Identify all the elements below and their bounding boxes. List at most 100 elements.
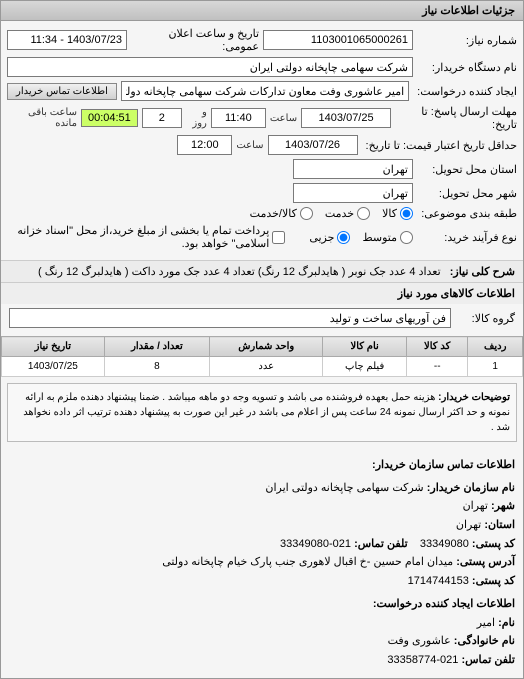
lc-checkbox[interactable]: پرداخت تمام یا بخشی از مبلغ خرید،از محل … (7, 224, 285, 250)
saat-label-1: ساعت (270, 113, 297, 124)
org-label: نام دستگاه خریدار: (417, 61, 517, 74)
creator-input[interactable] (121, 81, 409, 101)
cell-qty: 8 (104, 357, 210, 377)
th-unit: واحد شمارش (210, 337, 323, 357)
contact-org-row: نام سازمان خریدار: شرکت سهامی چاپخانه دو… (9, 479, 515, 498)
cell-date: 1403/07/25 (2, 357, 105, 377)
radio-metoset[interactable]: متوسط (362, 231, 413, 244)
cell-code: -- (407, 357, 468, 377)
th-qty: تعداد / مقدار (104, 337, 210, 357)
contact-org: شرکت سهامی چاپخانه دولتی ایران (265, 482, 423, 494)
radio-metoset-input[interactable] (400, 231, 413, 244)
validity-date-input[interactable] (268, 135, 358, 155)
contact-phone-lbl: تلفن تماس: (354, 538, 408, 550)
countdown-badge: 00:04:51 (81, 109, 138, 127)
items-section-title: اطلاعات کالاهای مورد نیاز (1, 283, 523, 304)
org-input[interactable] (7, 57, 413, 77)
saat-label-2: ساعت (236, 140, 263, 151)
lc-note-label: پرداخت تمام یا بخشی از مبلغ خرید،از محل … (7, 224, 269, 250)
radio-metoset-label: متوسط (362, 231, 397, 244)
validity-time-input[interactable] (177, 135, 232, 155)
contact-block: اطلاعات تماس سازمان خریدار: نام سازمان خ… (1, 448, 523, 678)
contact-pbox: 1714744153 (408, 575, 469, 587)
radio-jozi-input[interactable] (337, 231, 350, 244)
cell-unit: عدد (210, 357, 323, 377)
creator-label: ایجاد کننده درخواست: (413, 85, 517, 98)
row-creator: ایجاد کننده درخواست: اطلاعات تماس خریدار (7, 81, 517, 101)
contact-cphone-lbl: تلفن تماس: (461, 654, 515, 666)
note-text: هزینه حمل بعهده فروشنده می باشد و تسویه … (23, 392, 510, 433)
need-details-panel: جزئیات اطلاعات نیاز شماره نیاز: تاریخ و … (0, 0, 524, 679)
contact-family: عاشوری وفت (388, 635, 451, 647)
table-header-row: ردیف کد کالا نام کالا واحد شمارش تعداد /… (2, 337, 523, 357)
group-input[interactable] (9, 308, 451, 328)
row-org: نام دستگاه خریدار: (7, 57, 517, 77)
contact-pbox-lbl: کد پستی: (472, 575, 515, 587)
note-label: توضیحات خریدار: (438, 392, 510, 403)
table-row[interactable]: 1 -- فیلم چاپ عدد 8 1403/07/25 (2, 357, 523, 377)
contact-city-row: شهر: تهران (9, 497, 515, 516)
row-category: طبقه بندی موضوعی: کالا خدمت کالا/خدمت (7, 207, 517, 220)
contact-cphone: 021-33358774 (387, 654, 458, 666)
row-validity: حداقل تاریخ اعتبار قیمت: تا تاریخ: ساعت (7, 135, 517, 155)
row-process: نوع فرآیند خرید: متوسط جزیی پرداخت تمام … (7, 224, 517, 250)
panel-body: شماره نیاز: تاریخ و ساعت اعلان عمومی: نا… (1, 21, 523, 260)
contact-province-lbl: استان: (484, 519, 515, 531)
days-left-input[interactable] (142, 108, 182, 128)
category-radio-group: کالا خدمت کالا/خدمت (250, 207, 413, 220)
contact-province-row: استان: تهران (9, 516, 515, 535)
process-label: نوع فرآیند خرید: (417, 231, 517, 244)
contact-city-lbl: شهر: (491, 500, 515, 512)
th-code: کد کالا (407, 337, 468, 357)
radio-kalakhadmat[interactable]: کالا/خدمت (250, 207, 313, 220)
desc-label: شرح کلی نیاز: (450, 266, 515, 278)
countdown-suffix: ساعت باقی مانده (7, 107, 77, 129)
radio-khadmat-input[interactable] (357, 207, 370, 220)
validity-label: حداقل تاریخ اعتبار قیمت: تا تاریخ: (362, 139, 517, 152)
desc-value: تعداد 4 عدد جک نوبر ( هایدلبرگ 12 رنگ) ت… (38, 266, 441, 278)
radio-kala-input[interactable] (400, 207, 413, 220)
contact-buyer-button[interactable]: اطلاعات تماس خریدار (7, 83, 117, 100)
contact-name-lbl: نام: (498, 617, 515, 629)
contact-address-row: آدرس پستی: میدان امام حسین -خ اقبال لاهو… (9, 553, 515, 572)
rooz-label: و روز (186, 107, 207, 129)
contact-pbox-row: کد پستی: 1714744153 (9, 572, 515, 591)
radio-kala[interactable]: کالا (382, 207, 413, 220)
contact-title: اطلاعات تماس سازمان خریدار: (9, 456, 515, 475)
contact-postcode-lbl: کد پستی: (472, 538, 515, 550)
radio-kalakhadmat-label: کالا/خدمت (250, 207, 297, 220)
deadline-label: مهلت ارسال پاسخ: تا تاریخ: (395, 105, 517, 131)
radio-khadmat-label: خدمت (325, 207, 354, 220)
contact-postcode: 33349080 (420, 538, 469, 550)
contact-name: امیر (477, 617, 495, 629)
category-label: طبقه بندی موضوعی: (417, 207, 517, 220)
contact-address: میدان امام حسین -خ اقبال لاهوری جنب پارک… (162, 556, 453, 568)
city-input[interactable] (293, 183, 413, 203)
contact-address-lbl: آدرس پستی: (456, 556, 515, 568)
lc-checkbox-input[interactable] (272, 231, 285, 244)
contact-family-row: نام خانوادگی: عاشوری وفت (9, 632, 515, 651)
group-label: گروه کالا: (455, 312, 515, 325)
need-number-input[interactable] (263, 30, 413, 50)
province-label: استان محل تحویل: (417, 163, 517, 176)
radio-jozi-label: جزیی (309, 231, 334, 244)
city-label: شهر محل تحویل: (417, 187, 517, 200)
radio-khadmat[interactable]: خدمت (325, 207, 370, 220)
contact-phone: 021-33349080 (280, 538, 351, 550)
announce-label: تاریخ و ساعت اعلان عمومی: (131, 27, 259, 53)
announce-input[interactable] (7, 30, 127, 50)
row-group: گروه کالا: (1, 304, 523, 332)
contact-cphone-row: تلفن تماس: 021-33358774 (9, 651, 515, 670)
row-province: استان محل تحویل: (7, 159, 517, 179)
row-city: شهر محل تحویل: (7, 183, 517, 203)
deadline-time-input[interactable] (211, 108, 266, 128)
radio-jozi[interactable]: جزیی (309, 231, 350, 244)
cell-row: 1 (468, 357, 523, 377)
row-deadline: مهلت ارسال پاسخ: تا تاریخ: ساعت و روز 00… (7, 105, 517, 131)
radio-kalakhadmat-input[interactable] (300, 207, 313, 220)
panel-title: جزئیات اطلاعات نیاز (1, 1, 523, 21)
deadline-date-input[interactable] (301, 108, 391, 128)
contact-postcode-row: کد پستی: 33349080 تلفن تماس: 021-3334908… (9, 535, 515, 554)
contact-city: تهران (463, 500, 488, 512)
province-input[interactable] (293, 159, 413, 179)
